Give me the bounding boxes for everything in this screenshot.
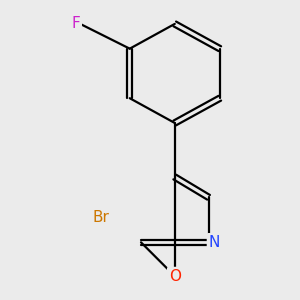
Text: F: F	[71, 16, 80, 32]
Text: O: O	[169, 268, 181, 284]
Text: N: N	[208, 235, 220, 250]
Text: Br: Br	[92, 210, 109, 225]
